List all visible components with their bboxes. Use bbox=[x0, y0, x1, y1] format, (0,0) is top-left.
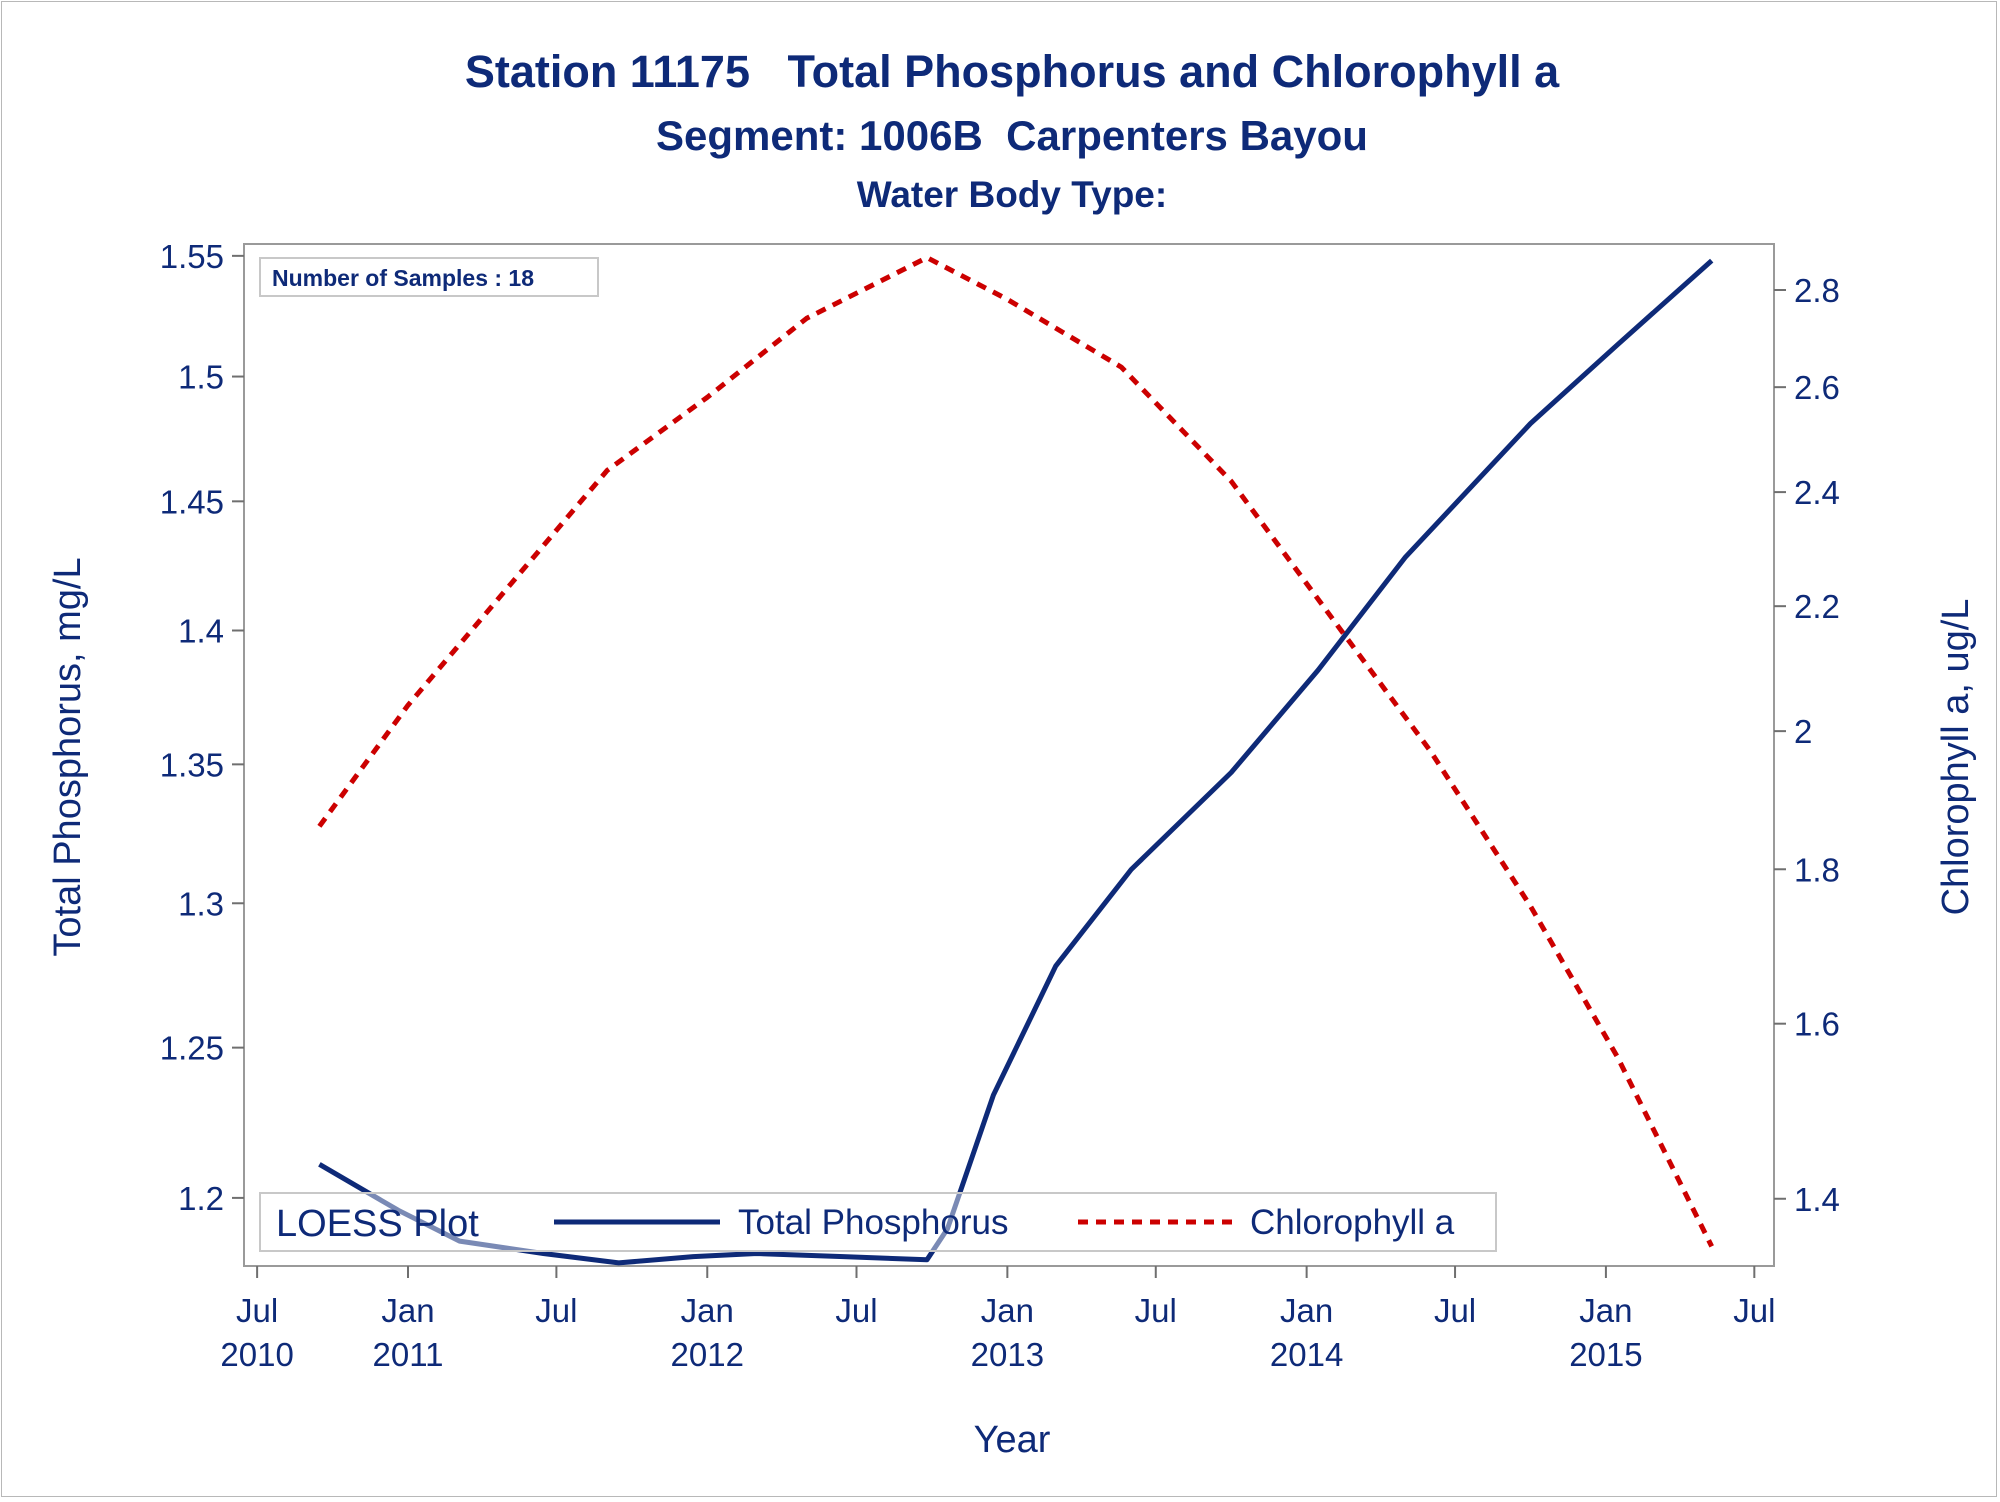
legend-label-total-phosphorus: Total Phosphorus bbox=[738, 1203, 1008, 1242]
x-tick-label-year: 2010 bbox=[220, 1336, 293, 1373]
y-tick-label: 1.55 bbox=[160, 238, 224, 275]
y2-tick-label: 2.2 bbox=[1794, 588, 1840, 625]
legend: LOESS Plot Total Phosphorus Chlorophyll … bbox=[259, 1192, 1497, 1252]
legend-box bbox=[259, 1192, 1497, 1252]
y-tick-label: 1.45 bbox=[160, 483, 224, 520]
series-line-total-phosphorus bbox=[318, 258, 1714, 1266]
x-tick-label-month: Jan bbox=[981, 1292, 1034, 1329]
sample-count-label: Number of Samples : 18 bbox=[272, 265, 534, 291]
chart-title: Station 11175 Total Phosphorus and Chlor… bbox=[465, 46, 1560, 97]
series-layer bbox=[317, 255, 1714, 1266]
x-tick-label-year: 2012 bbox=[671, 1336, 744, 1373]
y2-axis: 1.4 1.6 1.8 2 2.2 2.4 2.6 2.8 bbox=[1774, 272, 1840, 1218]
legend-label-chlorophyll-a: Chlorophyll a bbox=[1250, 1203, 1455, 1242]
x-axis-label: Year bbox=[974, 1419, 1051, 1461]
y-tick-label: 1.35 bbox=[160, 746, 224, 783]
x-tick-label-month: Jan bbox=[1280, 1292, 1333, 1329]
y-tick-label: 1.3 bbox=[178, 885, 224, 922]
x-tick-label-month: Jul bbox=[835, 1292, 877, 1329]
x-tick-label-month: Jul bbox=[236, 1292, 278, 1329]
x-tick-label-month: Jul bbox=[1434, 1292, 1476, 1329]
y2-tick-label: 2.6 bbox=[1794, 369, 1840, 406]
x-tick-label-month: Jul bbox=[535, 1292, 577, 1329]
x-tick-label-year: 2015 bbox=[1569, 1336, 1642, 1373]
y-tick-label: 1.25 bbox=[160, 1030, 224, 1067]
x-axis: Jul 2010 Jan 2011 Jul Jan 2012 Jul Jan 2013 Jul Jan… bbox=[220, 1266, 1775, 1373]
x-tick-label-month: Jan bbox=[1579, 1292, 1632, 1329]
x-tick-label-month: Jul bbox=[1733, 1292, 1775, 1329]
x-tick-label-year: 2013 bbox=[971, 1336, 1044, 1373]
legend-title: LOESS Plot bbox=[276, 1203, 479, 1245]
series-line-chlorophyll-a bbox=[317, 255, 1714, 1248]
chart-subtitle-2: Water Body Type: bbox=[857, 174, 1167, 215]
x-tick-label-month: Jan bbox=[681, 1292, 734, 1329]
y2-tick-label: 2.4 bbox=[1794, 474, 1840, 511]
x-tick-label-month: Jan bbox=[381, 1292, 434, 1329]
y2-tick-label: 2.8 bbox=[1794, 272, 1840, 309]
y-tick-label: 1.5 bbox=[178, 359, 224, 396]
sample-count-inset: Number of Samples : 18 bbox=[259, 257, 599, 297]
y-axis-label: Total Phosphorus, mg/L bbox=[47, 557, 89, 956]
y2-tick-label: 2 bbox=[1794, 713, 1812, 750]
y-axis: 1.2 1.25 1.3 1.35 1.4 1.45 1.5 1.55 bbox=[160, 238, 244, 1217]
y2-tick-label: 1.4 bbox=[1794, 1181, 1840, 1218]
x-tick-label-year: 2014 bbox=[1270, 1336, 1343, 1373]
sample-count-box bbox=[259, 257, 599, 297]
y-tick-label: 1.2 bbox=[178, 1180, 224, 1217]
chart-subtitle: Segment: 1006B Carpenters Bayou bbox=[656, 112, 1368, 159]
y2-tick-label: 1.6 bbox=[1794, 1006, 1840, 1043]
x-tick-label-month: Jul bbox=[1135, 1292, 1177, 1329]
y-tick-label: 1.4 bbox=[178, 612, 224, 649]
x-tick-label-year: 2011 bbox=[373, 1336, 444, 1373]
y2-tick-label: 1.8 bbox=[1794, 851, 1840, 888]
plot-area bbox=[243, 243, 1775, 1267]
y2-axis-label: Chlorophyll a, ug/L bbox=[1935, 599, 1977, 916]
